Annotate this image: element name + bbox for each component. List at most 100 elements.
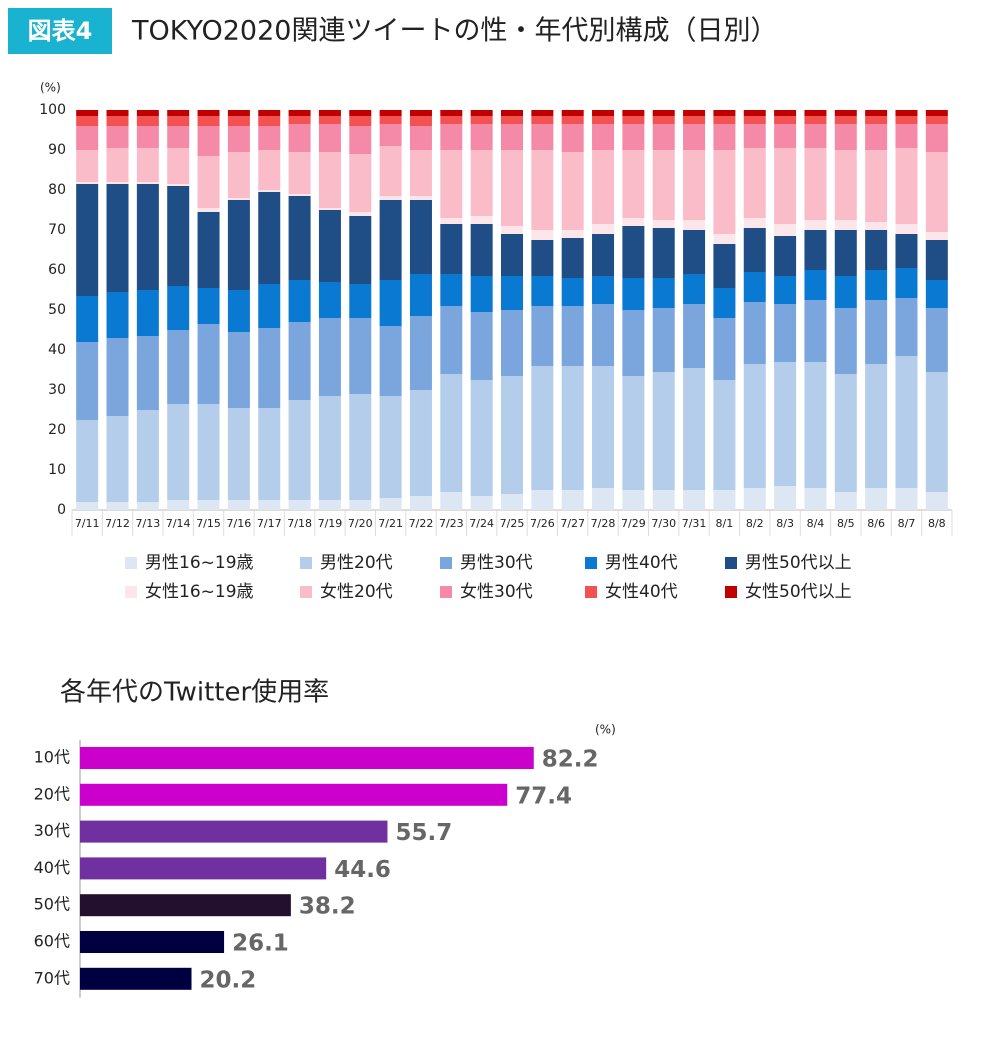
bar-segment xyxy=(288,116,311,124)
bar-segment xyxy=(501,494,523,510)
bar-segment xyxy=(531,110,554,116)
bar-segment xyxy=(227,126,250,152)
bar-segment xyxy=(804,124,827,148)
bar-segment xyxy=(136,182,159,184)
bar-segment xyxy=(136,290,159,336)
bar-segment xyxy=(804,220,827,230)
bar-segment xyxy=(561,306,584,366)
bar-segment xyxy=(865,230,888,270)
bar-segment xyxy=(470,496,493,510)
bar-segment xyxy=(865,364,888,488)
bar-segment xyxy=(409,196,432,200)
bar-segment xyxy=(106,338,129,416)
bar-segment xyxy=(592,110,615,116)
bar-segment xyxy=(440,218,463,224)
bar-segment xyxy=(683,110,706,116)
bar-segment xyxy=(501,116,523,124)
bar-segment xyxy=(834,220,857,230)
legend-swatch xyxy=(440,557,452,569)
bar-segment xyxy=(804,362,827,488)
bar-segment xyxy=(227,332,250,408)
bar-segment xyxy=(136,184,159,290)
bar-segment xyxy=(622,110,645,116)
bar-segment xyxy=(318,124,341,152)
bar-segment xyxy=(925,124,948,152)
y-tick-label: 10代 xyxy=(34,748,70,767)
x-tick-label: 7/25 xyxy=(500,517,525,530)
bar-segment xyxy=(76,126,99,150)
bar-segment xyxy=(804,230,827,270)
y-tick-label: 50代 xyxy=(34,895,70,914)
legend-label: 男性30代 xyxy=(460,553,533,573)
x-tick-label: 7/13 xyxy=(136,517,161,530)
bar-segment xyxy=(561,278,584,306)
bar-segment xyxy=(258,284,281,328)
x-tick-label: 7/18 xyxy=(287,517,312,530)
bar xyxy=(80,820,388,843)
bar-segment xyxy=(167,116,190,126)
bar-segment xyxy=(76,110,99,116)
bar-segment xyxy=(561,238,584,278)
bar-segment xyxy=(349,126,372,154)
bar-segment xyxy=(470,380,493,496)
bar xyxy=(80,783,508,806)
x-tick-label: 7/12 xyxy=(105,517,130,530)
bar-segment xyxy=(865,488,888,510)
bar-segment xyxy=(501,226,523,234)
bar-segment xyxy=(713,124,736,150)
y-unit: (%) xyxy=(40,81,61,95)
bar-segment xyxy=(561,230,584,238)
bar-segment xyxy=(197,110,220,116)
bar-segment xyxy=(167,110,190,116)
bar-segment xyxy=(288,194,311,196)
bar-segment xyxy=(76,502,99,510)
bar-segment xyxy=(743,124,766,148)
bar-segment xyxy=(865,300,888,364)
bar-segment xyxy=(895,234,918,268)
bar-segment xyxy=(167,500,190,510)
bar-segment xyxy=(592,304,615,366)
bar-segment xyxy=(318,152,341,208)
bar-segment xyxy=(349,212,372,216)
bar-segment xyxy=(652,308,675,372)
bar-segment xyxy=(197,404,220,500)
bar-segment xyxy=(925,308,948,372)
bar-segment xyxy=(409,316,432,390)
bar-segment xyxy=(622,310,645,376)
bar-segment xyxy=(197,116,220,126)
bar-segment xyxy=(774,124,797,148)
y-tick-label: 10 xyxy=(48,462,66,478)
bar-segment xyxy=(288,280,311,322)
value-label: 44.6 xyxy=(334,857,391,883)
bar-segment xyxy=(774,486,797,510)
bar xyxy=(80,894,291,917)
bar-segment xyxy=(774,110,797,116)
value-label: 26.1 xyxy=(232,931,289,957)
bar-segment xyxy=(743,488,766,510)
bar-segment xyxy=(652,110,675,116)
bar-segment xyxy=(379,124,402,146)
bar-segment xyxy=(409,150,432,196)
bar-segment xyxy=(349,116,372,126)
bar-segment xyxy=(318,318,341,396)
bar-segment xyxy=(106,148,129,182)
bar-segment xyxy=(76,150,99,182)
legend-swatch xyxy=(725,586,737,598)
bar-segment xyxy=(167,126,190,148)
y-tick-label: 30代 xyxy=(34,821,70,840)
bar-segment xyxy=(258,408,281,500)
bar-segment xyxy=(470,110,493,116)
bar-segment xyxy=(440,306,463,374)
bar-segment xyxy=(197,324,220,404)
chart-title: TOKYO2020関連ツイートの性・年代別構成（日別） xyxy=(131,16,777,47)
bar-segment xyxy=(895,116,918,124)
bar-segment xyxy=(592,366,615,488)
bar-segment xyxy=(865,150,888,222)
bar-segment xyxy=(136,336,159,410)
y-tick-label: 80 xyxy=(48,182,66,198)
bar-segment xyxy=(561,152,584,230)
bar-segment xyxy=(440,224,463,274)
bar-segment xyxy=(683,274,706,304)
bar-segment xyxy=(925,240,948,280)
bar-segment xyxy=(197,156,220,208)
